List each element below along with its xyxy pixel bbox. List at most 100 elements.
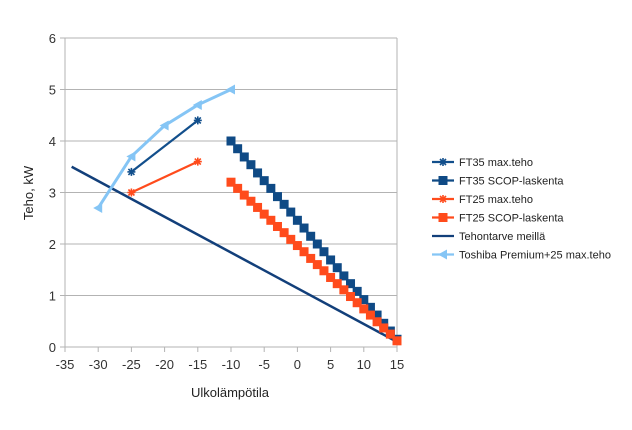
series-2 xyxy=(127,157,202,197)
legend-label: Tehontarve meillä xyxy=(459,231,546,243)
data-point xyxy=(292,241,302,251)
legend-label: Toshiba Premium+25 max.teho xyxy=(459,250,611,262)
legend-marker xyxy=(439,158,447,166)
x-axis-label: Ulkolämpötila xyxy=(191,385,270,400)
data-point xyxy=(253,168,263,178)
series-3 xyxy=(226,177,402,346)
data-point xyxy=(286,207,296,217)
x-tick-label: -25 xyxy=(122,357,141,372)
data-point xyxy=(259,176,269,186)
data-point xyxy=(272,192,282,202)
data-point xyxy=(365,310,375,320)
data-point xyxy=(339,285,349,295)
x-tick-label: -30 xyxy=(89,357,108,372)
data-point xyxy=(192,99,202,110)
data-point xyxy=(352,286,362,296)
x-tick-label: 10 xyxy=(357,357,371,372)
x-tick-label: 0 xyxy=(294,357,301,372)
data-point xyxy=(292,215,302,225)
y-tick-label: 4 xyxy=(49,134,56,149)
data-point xyxy=(319,266,329,276)
data-point xyxy=(226,177,236,187)
data-point xyxy=(266,215,276,225)
x-tick-label: -20 xyxy=(155,357,174,372)
data-point xyxy=(246,160,256,170)
data-point xyxy=(306,231,316,241)
legend-label: FT25 max.teho xyxy=(459,194,533,206)
legend-item: FT35 max.teho xyxy=(432,157,533,169)
series-line xyxy=(130,119,199,173)
legend-marker xyxy=(438,213,448,222)
data-point xyxy=(266,183,276,193)
series-4 xyxy=(71,165,398,343)
x-axis-ticks: -35 -30 -25 -20 -15 -10 -5 0 5 10 15 xyxy=(56,347,404,372)
x-tick-label: -15 xyxy=(188,357,207,372)
legend-item: Tehontarve meillä xyxy=(432,231,546,243)
y-tick-label: 5 xyxy=(49,83,56,98)
data-point xyxy=(379,318,389,328)
data-point xyxy=(246,196,256,206)
data-point xyxy=(326,272,336,282)
y-tick-label: 2 xyxy=(49,237,56,252)
data-point xyxy=(319,247,329,257)
legend-label: FT35 max.teho xyxy=(459,157,533,169)
x-tick-label: 5 xyxy=(327,357,334,372)
x-tick-label: -10 xyxy=(222,357,241,372)
data-point xyxy=(346,292,356,302)
y-tick-label: 6 xyxy=(49,31,56,46)
data-point xyxy=(299,247,309,257)
data-point xyxy=(253,202,263,212)
data-point xyxy=(226,136,236,146)
series-line xyxy=(96,88,232,209)
y-tick-label: 0 xyxy=(49,340,56,355)
data-point xyxy=(93,202,103,213)
data-point xyxy=(226,84,235,95)
legend-item: Toshiba Premium+25 max.teho xyxy=(432,249,611,262)
x-tick-label: -35 xyxy=(56,357,75,372)
data-point xyxy=(392,336,402,346)
series-group xyxy=(71,84,402,346)
data-point xyxy=(326,255,336,265)
y-tick-label: 3 xyxy=(49,186,56,201)
series-line xyxy=(130,160,199,194)
data-point xyxy=(286,234,296,244)
data-point xyxy=(372,310,382,320)
data-point xyxy=(159,120,169,131)
data-point xyxy=(279,199,289,209)
data-point xyxy=(346,279,356,289)
data-point xyxy=(365,302,375,312)
data-point xyxy=(126,151,136,162)
legend-item: FT35 SCOP-laskenta xyxy=(432,176,564,188)
series-1 xyxy=(226,136,402,344)
legend-marker xyxy=(439,195,447,203)
data-point xyxy=(359,304,369,314)
legend-label: FT35 SCOP-laskenta xyxy=(459,176,564,188)
data-point xyxy=(339,271,349,281)
x-tick-label: -5 xyxy=(258,357,270,372)
series-5 xyxy=(93,84,235,213)
data-point xyxy=(233,144,243,154)
data-point xyxy=(372,317,382,327)
data-point xyxy=(272,221,282,231)
y-tick-label: 1 xyxy=(49,289,56,304)
series-line xyxy=(71,165,398,343)
data-point xyxy=(312,260,322,270)
legend-item: FT25 SCOP-laskenta xyxy=(432,213,564,225)
data-point xyxy=(332,279,342,289)
data-point xyxy=(279,228,289,238)
data-point xyxy=(332,263,342,273)
legend-item: FT25 max.teho xyxy=(432,194,533,206)
series-0 xyxy=(127,116,202,176)
data-point xyxy=(239,152,249,162)
legend-marker xyxy=(438,249,447,260)
data-point xyxy=(306,253,316,263)
data-point xyxy=(352,298,362,308)
data-point xyxy=(193,157,202,166)
data-point xyxy=(299,223,309,233)
y-axis-ticks: 0 1 2 3 4 5 6 xyxy=(49,31,65,355)
legend: FT35 max.teho FT35 SCOP-laskenta FT25 max.… xyxy=(432,157,611,262)
data-point xyxy=(127,188,136,197)
data-point xyxy=(259,209,269,219)
data-point xyxy=(239,190,249,200)
